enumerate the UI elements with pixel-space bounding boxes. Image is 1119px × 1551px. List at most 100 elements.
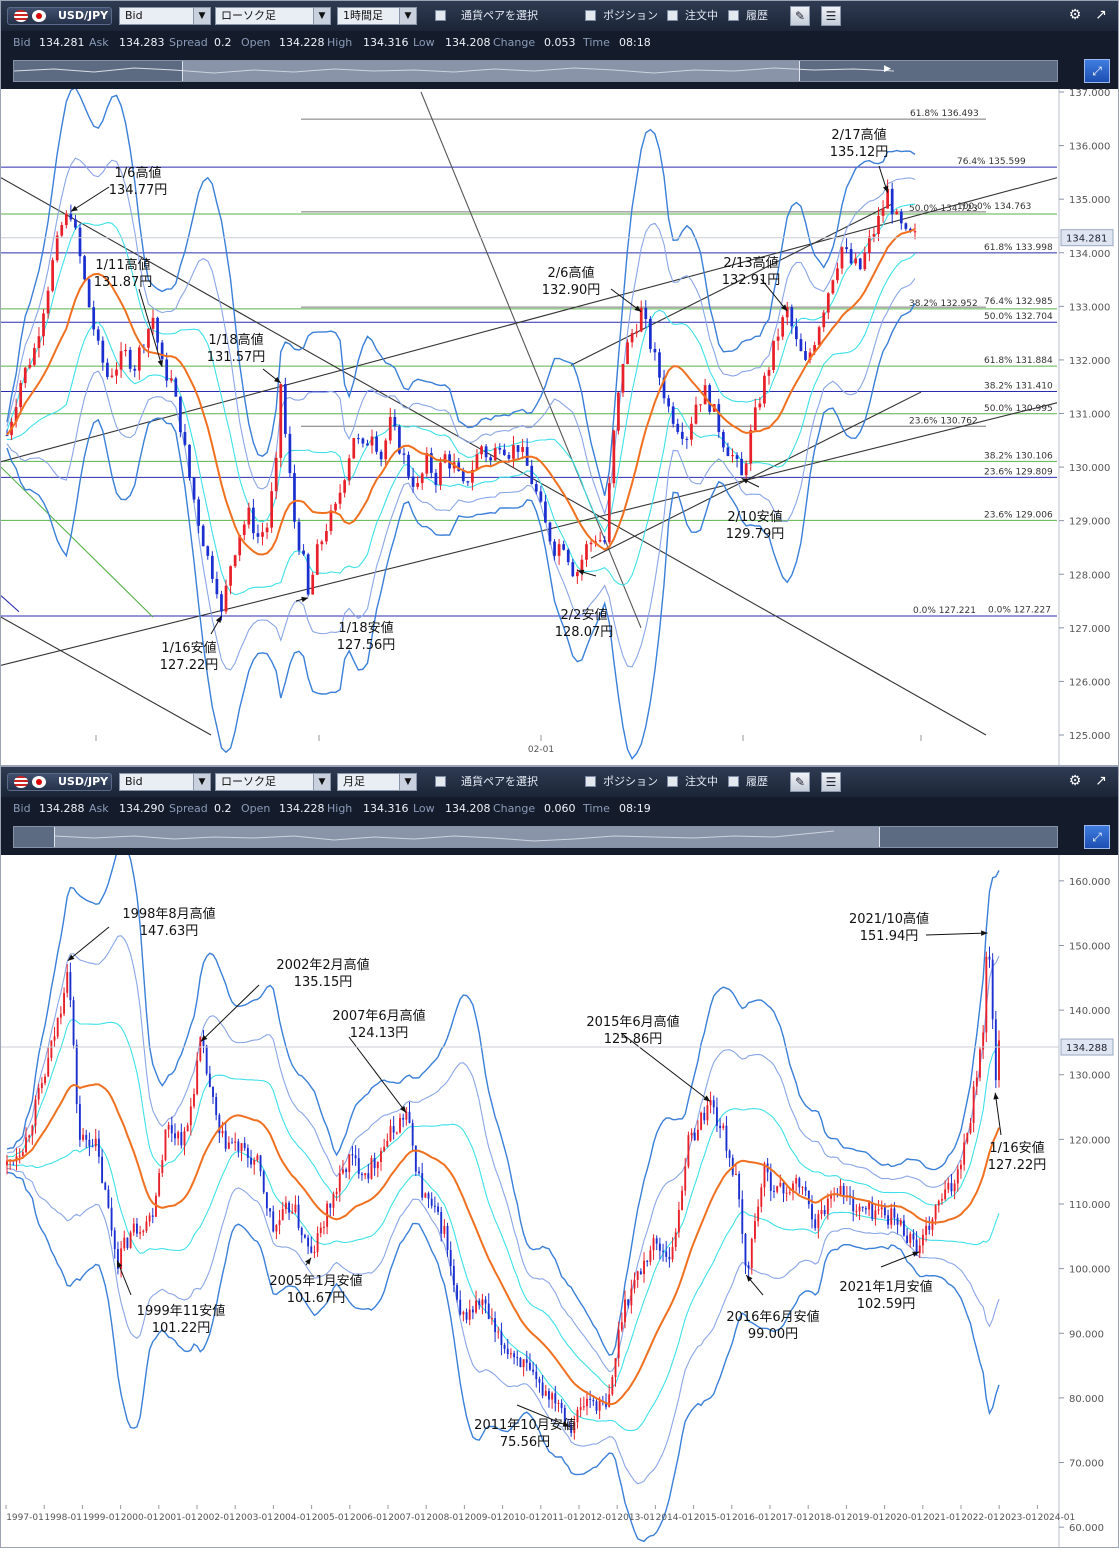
candle-body (931, 1219, 934, 1230)
candle-body (384, 440, 388, 460)
candle-body (497, 1331, 500, 1333)
us-flag-icon (14, 10, 28, 22)
fib-level-label: 50.0% 132.704 (984, 312, 1053, 322)
fib-level-label: 23.6% 129.809 (984, 467, 1053, 477)
candle-body (92, 307, 96, 330)
price-type-select[interactable]: Bid ▼ (119, 7, 211, 25)
candle-body (890, 1208, 893, 1225)
annotation-arrow-line (925, 932, 988, 936)
candle-body (115, 369, 118, 376)
candle-body (354, 1155, 357, 1159)
chart-style-select[interactable]: ローソク足 ▼ (215, 7, 331, 25)
candle-body (21, 1152, 24, 1156)
monthly-chart-area[interactable]: 160.000 150.000 140.000 130.000 120.000 110.0… (1, 843, 1118, 1551)
candle-body (133, 368, 137, 371)
candle-body (747, 1265, 750, 1269)
chevron-down-icon: ▼ (313, 8, 330, 24)
candle-body (124, 349, 127, 352)
history-checkbox[interactable] (728, 776, 739, 787)
monthly-candlestick-chart[interactable]: 160.000 150.000 140.000 130.000 120.000 110.0… (1, 843, 1118, 1547)
candle-body (128, 349, 132, 369)
candle-body (283, 384, 287, 434)
gear-icon[interactable]: ⚙ (1068, 7, 1082, 23)
candle-body (83, 256, 86, 280)
chart-style-select[interactable]: ローソク足 ▼ (215, 773, 331, 791)
candle-body (47, 1057, 50, 1077)
candle-body (274, 457, 278, 492)
ask-value: 134.290 (119, 802, 165, 815)
candle-body (487, 1303, 490, 1319)
candle-body (88, 1139, 91, 1147)
candle-body (104, 1182, 107, 1190)
position-checkbox[interactable] (585, 776, 596, 787)
bollinger-band-lower-2 (6, 1167, 1000, 1485)
candle-body (864, 1207, 867, 1210)
candle-body (135, 1223, 138, 1234)
chevron-down-icon: ▼ (193, 8, 210, 24)
candle-body (69, 972, 72, 1001)
candle-body (734, 1173, 737, 1175)
candle-body (234, 1141, 237, 1143)
gear-icon[interactable]: ⚙ (1068, 773, 1082, 789)
indicator-list-icon[interactable]: ☰ (821, 6, 841, 26)
candle-body (284, 1202, 287, 1210)
history-checkbox[interactable] (728, 10, 739, 21)
orders-checkbox[interactable] (667, 776, 678, 787)
navigator-track[interactable] (13, 826, 1058, 848)
candle-body (202, 1036, 205, 1046)
y-tick-label: 133.000 (1069, 302, 1110, 313)
currency-pair-button[interactable]: USD/JPY (7, 773, 112, 791)
hourly-candlestick-chart[interactable]: 137.000 136.000 135.000 134.000 133.000 132.0… (0, 86, 1118, 765)
indicator-list-icon[interactable]: ☰ (821, 772, 841, 792)
candle-body (87, 279, 91, 308)
navigator-thumb[interactable] (182, 61, 800, 81)
hourly-chart-area[interactable]: 137.000 136.000 135.000 134.000 133.000 132.0… (0, 86, 1118, 769)
chevron-down-icon: ▼ (399, 774, 416, 790)
annotation-price: 134.77円 (109, 183, 168, 198)
candle-body (826, 293, 830, 313)
drawing-tool-icon[interactable]: ✎ (790, 772, 810, 792)
candle-body (877, 1209, 880, 1211)
candle-body (34, 1099, 37, 1126)
candle-body (55, 235, 59, 261)
spread-label: Spread (169, 802, 208, 815)
x-tick-label: 2004-01 (274, 1513, 312, 1523)
annotation-label: 2015年6月高値 (586, 1014, 679, 1030)
candle-body (250, 1157, 252, 1165)
candle-body (633, 1279, 636, 1289)
currency-pair-button[interactable]: USD/JPY (7, 7, 112, 25)
pair-select-checkbox[interactable] (435, 776, 446, 787)
navigator-track[interactable]: ▶ (13, 60, 1058, 82)
candle-body (895, 211, 899, 215)
candle-body (963, 1142, 966, 1165)
popout-icon[interactable]: ↗ (1095, 7, 1107, 23)
candle-body (607, 483, 611, 543)
zoom-fit-icon[interactable]: ⤢ (1084, 825, 1110, 849)
x-tick-label: 2024-01 (1038, 1513, 1076, 1523)
candle-body (781, 317, 785, 337)
candle-body (238, 535, 242, 556)
position-checkbox[interactable] (585, 10, 596, 21)
candle-body (516, 445, 520, 452)
x-tick-label: 1998-01 (44, 1513, 82, 1523)
orders-checkbox[interactable] (667, 10, 678, 21)
candle-body (361, 1173, 363, 1176)
zoom-fit-icon[interactable]: ⤢ (1084, 59, 1110, 83)
pair-select-checkbox[interactable] (435, 10, 446, 21)
drawing-tool-icon[interactable]: ✎ (790, 6, 810, 26)
timeframe-select[interactable]: 月足 ▼ (337, 773, 417, 791)
candle-body (972, 1086, 975, 1124)
candle-body (721, 432, 725, 448)
chevron-right-icon[interactable]: ▶ (884, 64, 891, 74)
price-type-select[interactable]: Bid ▼ (119, 773, 211, 791)
timeframe-select[interactable]: 1時間足 ▼ (337, 7, 417, 25)
popout-icon[interactable]: ↗ (1095, 773, 1107, 789)
fib-level-label: 76.4% 132.985 (984, 297, 1053, 307)
candle-body (863, 252, 867, 270)
candle-body (493, 447, 497, 461)
candle-body (139, 1232, 142, 1234)
navigator-thumb[interactable] (54, 827, 880, 847)
candle-body (392, 1126, 395, 1133)
candle-body (237, 1141, 240, 1152)
candle-body (302, 550, 305, 555)
